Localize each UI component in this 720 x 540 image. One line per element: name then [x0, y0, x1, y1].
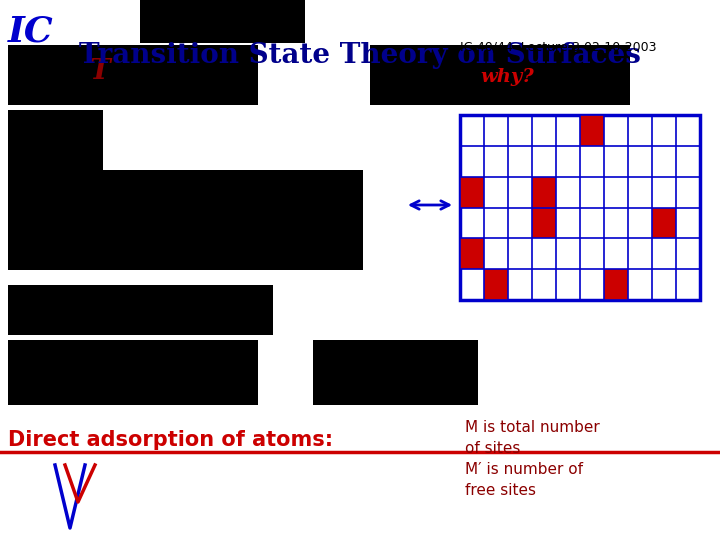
- Bar: [604, 269, 628, 300]
- Bar: [8, 285, 273, 335]
- Text: why?: why?: [480, 68, 534, 86]
- Bar: [8, 45, 258, 105]
- Text: M is total number
of sites
M′ is number of
free sites: M is total number of sites M′ is number …: [465, 420, 600, 498]
- Bar: [370, 45, 630, 105]
- Bar: [460, 115, 700, 300]
- Bar: [484, 269, 508, 300]
- Bar: [460, 177, 484, 207]
- Text: T: T: [90, 58, 111, 85]
- Bar: [532, 207, 556, 238]
- Text: IC: IC: [8, 15, 53, 49]
- Bar: [8, 170, 363, 270]
- Bar: [652, 207, 676, 238]
- Bar: [313, 340, 478, 405]
- Bar: [140, 0, 305, 43]
- Bar: [8, 110, 103, 170]
- Bar: [532, 177, 556, 207]
- Bar: [580, 115, 604, 146]
- Bar: [8, 340, 258, 405]
- Text: IC-40/44  Lecture-3 02-10-2003: IC-40/44 Lecture-3 02-10-2003: [460, 40, 657, 53]
- Text: Direct adsorption of atoms:: Direct adsorption of atoms:: [8, 430, 333, 450]
- Bar: [460, 238, 484, 269]
- Text: Transition State Theory on Surfaces: Transition State Theory on Surfaces: [79, 42, 641, 69]
